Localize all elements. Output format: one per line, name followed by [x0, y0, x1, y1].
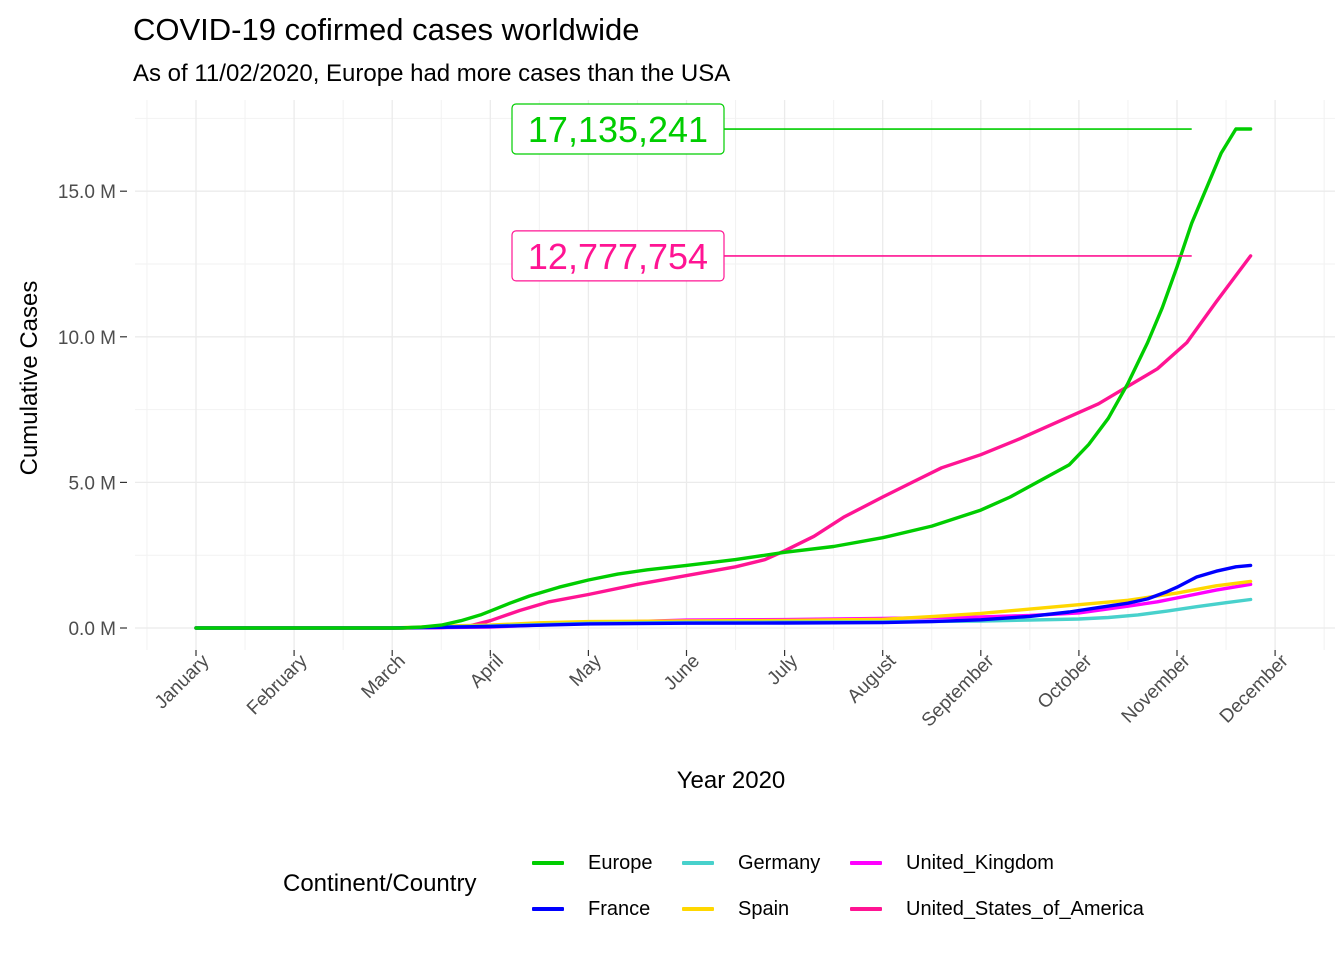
x-tick-label: March — [358, 651, 410, 703]
legend-item-label: Spain — [738, 897, 790, 920]
legend-key-swatch — [682, 907, 714, 911]
legend-item-label: United_States_of_America — [906, 897, 1144, 920]
annotation-box — [511, 230, 725, 282]
y-axis-title: Cumulative Cases — [16, 281, 43, 476]
series-line-united-states-of-america — [194, 254, 1253, 630]
x-tick-label: January — [151, 650, 214, 713]
value-annotations: 17,135,241 12,777,754 — [511, 103, 1192, 282]
x-tick-label: February — [243, 650, 312, 719]
legend-item-spain: Spain — [682, 897, 789, 921]
x-tick-label: October — [1034, 650, 1097, 713]
legend-item-label: Germany — [738, 851, 821, 874]
x-tick-label: June — [660, 651, 704, 695]
legend-key-swatch — [850, 907, 882, 911]
legend-key-swatch — [682, 861, 714, 865]
x-tick-label: December — [1216, 650, 1293, 727]
annotation-label: 12,777,754 — [528, 236, 708, 277]
series-lines — [194, 127, 1253, 630]
y-tick-label: 10.0 M — [58, 328, 116, 349]
legend-key-swatch — [850, 861, 882, 865]
legend-item-france: France — [532, 897, 650, 921]
legend-item-germany: Germany — [682, 851, 820, 875]
x-axis-title: Year 2020 — [677, 767, 786, 794]
legend-title: Continent/Country — [283, 870, 477, 897]
x-tick-label: July — [763, 650, 802, 689]
x-tick-label: September — [918, 650, 999, 731]
legend-item-europe: Europe — [532, 851, 653, 875]
x-tick-label: April — [466, 651, 508, 693]
y-tick-label: 15.0 M — [58, 182, 116, 203]
x-tick-label: November — [1118, 650, 1195, 727]
legend-key-swatch — [532, 907, 564, 911]
legend-key-swatch — [532, 861, 564, 865]
x-tick-label: May — [566, 650, 607, 691]
chart-subtitle: As of 11/02/2020, Europe had more cases … — [133, 60, 731, 87]
annotation-box — [511, 103, 725, 155]
legend-item-united-states-of-america: United_States_of_America — [850, 897, 1144, 921]
legend-item-label: France — [588, 897, 651, 920]
annotation-label: 17,135,241 — [528, 109, 708, 150]
series-line-france — [194, 563, 1253, 630]
y-tick-label: 0.0 M — [68, 619, 116, 640]
major-gridlines — [135, 100, 1335, 650]
series-line-europe — [194, 127, 1253, 630]
legend-item-united-kingdom: United_Kingdom — [850, 851, 1054, 875]
chart-title: COVID-19 cofirmed cases worldwide — [133, 12, 640, 47]
legend-item-label: United_Kingdom — [906, 851, 1054, 874]
x-tick-label: August — [844, 650, 901, 707]
y-tick-label: 5.0 M — [68, 473, 116, 494]
legend-item-label: Europe — [588, 851, 653, 874]
